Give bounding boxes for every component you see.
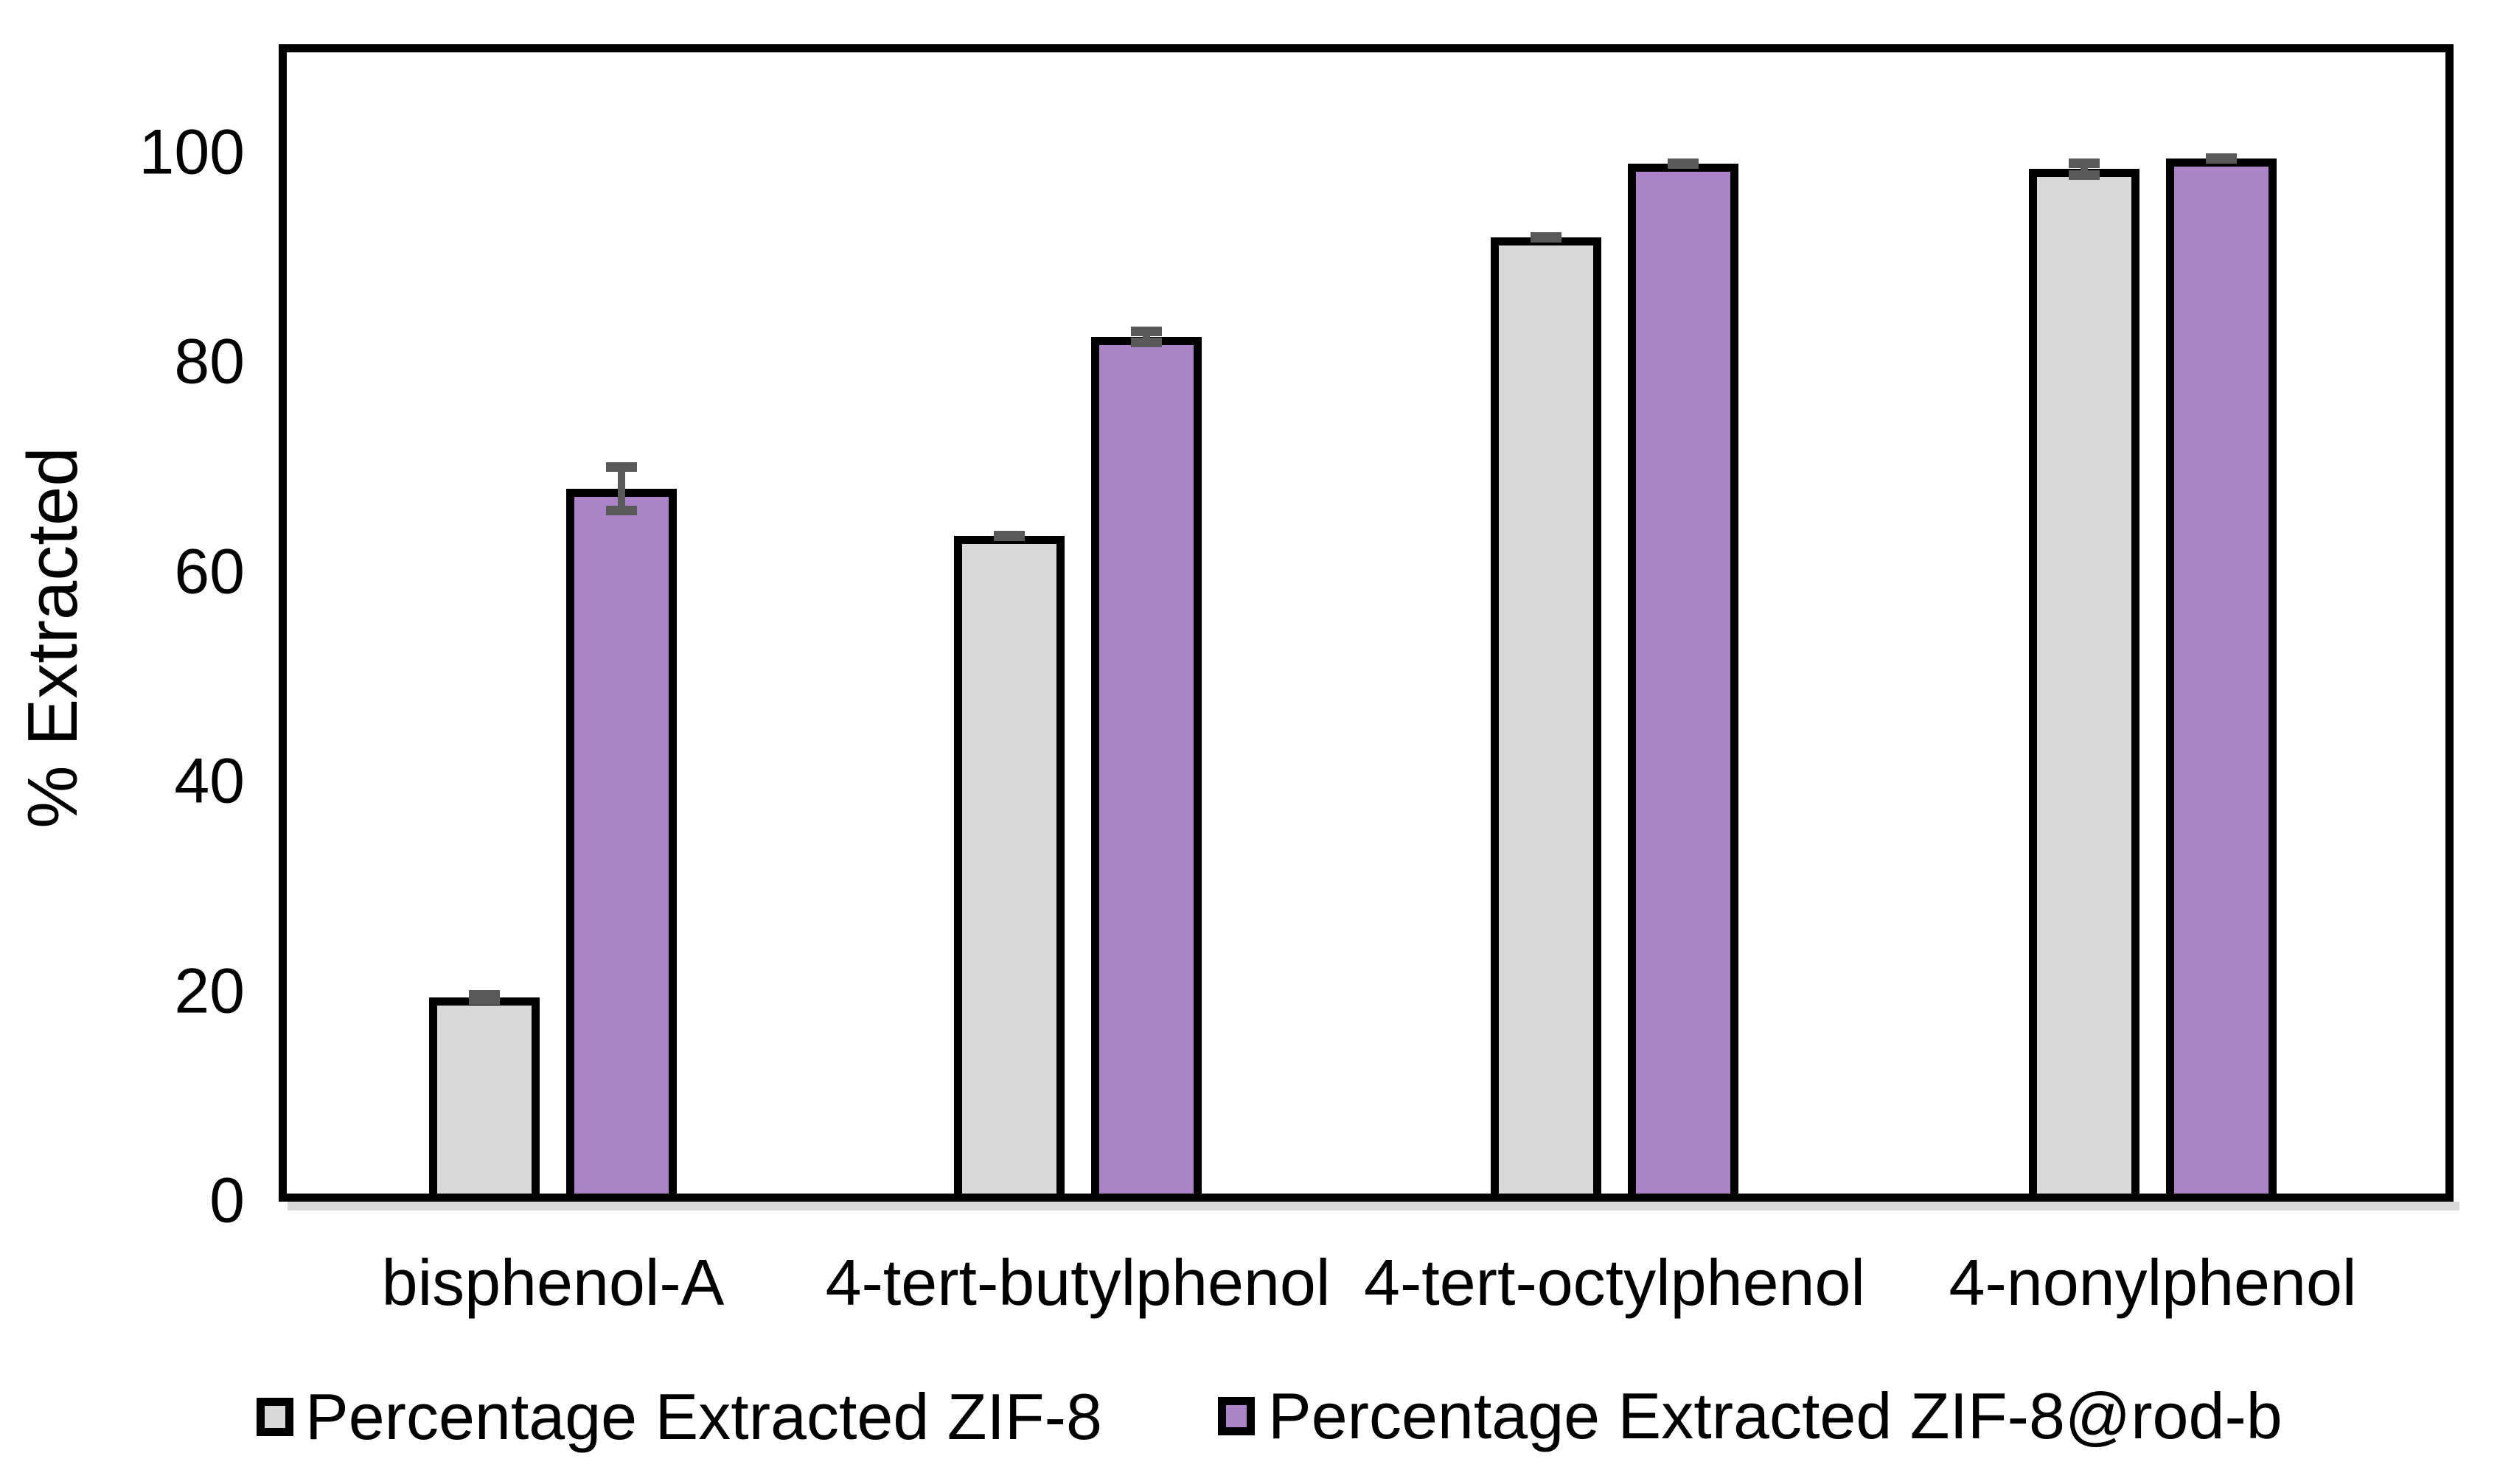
error-bar-cap-bottom (1668, 159, 1699, 170)
bar-zif8-rod-b (566, 489, 677, 1202)
y-tick-label: 80 (174, 326, 245, 397)
x-axis-shadow-line (288, 1202, 2459, 1210)
legend-label-zif8-rod-b: Percentage Extracted ZIF-8@rod-b (1268, 1379, 2283, 1452)
bar-zif8 (1491, 237, 1601, 1202)
y-tick-label: 20 (174, 955, 245, 1026)
error-bar-stem (618, 462, 625, 515)
y-tick-label: 100 (139, 116, 246, 188)
x-category-label: bisphenol-A (381, 1246, 725, 1319)
error-bar-cap-bottom (469, 994, 500, 1005)
error-bar (2069, 158, 2100, 180)
legend-label-zif8: Percentage Extracted ZIF-8 (305, 1380, 1102, 1453)
bar-zif8-rod-b (2166, 158, 2277, 1202)
y-tick-label: 0 (209, 1165, 245, 1236)
bar-zif8-rod-b (1628, 164, 1738, 1202)
x-category-label: 4-nonylphenol (1949, 1246, 2357, 1319)
error-bar (994, 530, 1025, 542)
error-bar-cap-top (1131, 326, 1162, 336)
error-bar-cap-bottom (2069, 170, 2100, 180)
error-bar (1131, 326, 1162, 348)
error-bar-cap-top (606, 462, 637, 473)
legend-swatch-zif8-rod-b (1218, 1397, 1255, 1435)
error-bar (469, 989, 500, 1005)
bar-zif8 (954, 536, 1065, 1202)
bar-zif8-rod-b (1091, 336, 1202, 1202)
error-bar (606, 462, 637, 515)
error-bar-cap-bottom (1531, 232, 1561, 243)
error-bar (1668, 158, 1699, 170)
error-bar (2206, 153, 2237, 164)
error-bar-stem (2081, 158, 2088, 180)
error-bar-cap-bottom (2206, 154, 2237, 164)
x-category-label: 4-tert-butylphenol (825, 1246, 1331, 1319)
y-tick-label: 60 (174, 536, 245, 607)
error-bar-cap-bottom (994, 532, 1025, 542)
error-bar-stem (1143, 326, 1150, 348)
error-bar-cap-top (2069, 158, 2100, 169)
x-category-label: 4-tert-octylphenol (1364, 1246, 1865, 1319)
error-bar (1531, 231, 1561, 243)
error-bar-cap-bottom (606, 505, 637, 515)
bar-zif8 (2029, 169, 2139, 1202)
legend-swatch-zif8 (257, 1398, 293, 1436)
y-tick-label: 40 (174, 745, 245, 817)
error-bar-cap-bottom (1131, 338, 1162, 348)
bar-zif8 (429, 997, 540, 1202)
